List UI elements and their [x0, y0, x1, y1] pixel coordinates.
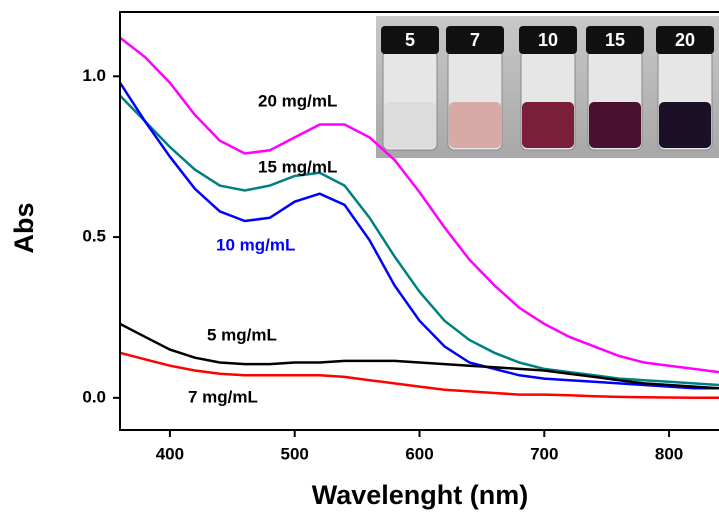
series-label: 10 mg/mL — [216, 235, 295, 254]
vial-liquid — [449, 102, 501, 148]
vial-label: 5 — [405, 30, 415, 50]
x-axis-title: Wavelenght (nm) — [312, 480, 529, 510]
vial-label: 7 — [470, 30, 480, 50]
vial-label: 15 — [605, 30, 625, 50]
y-tick-label: 0.5 — [82, 227, 106, 246]
vial-label: 20 — [675, 30, 695, 50]
vial-liquid — [659, 102, 711, 148]
vial-liquid — [522, 102, 574, 148]
series-label: 5 mg/mL — [207, 325, 277, 344]
series-label: 7 mg/mL — [188, 387, 258, 406]
chart: Wavelenght (nm) Abs 400 500 600 700 800 0.0 0.… — [0, 0, 719, 519]
vial-liquid — [384, 102, 436, 148]
y-tick-label: 1.0 — [82, 66, 106, 85]
vial-label: 10 — [538, 30, 558, 50]
y-axis-title: Abs — [9, 202, 39, 253]
series-label: 15 mg/mL — [258, 157, 337, 176]
x-tick-label: 600 — [405, 444, 433, 463]
x-tick-label: 500 — [281, 444, 309, 463]
x-tick-label: 700 — [530, 444, 558, 463]
y-tick-label: 0.0 — [82, 387, 106, 406]
x-tick-label: 400 — [156, 444, 184, 463]
series-label: 20 mg/mL — [258, 91, 337, 110]
x-tick-label: 800 — [655, 444, 683, 463]
vial-liquid — [589, 102, 641, 148]
